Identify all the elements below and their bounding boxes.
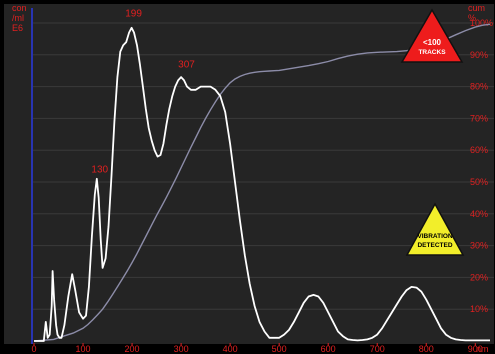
left-unit-line: E6 <box>12 23 23 33</box>
x-tick-label: 200 <box>125 344 140 354</box>
x-tick-label: 0 <box>31 344 36 354</box>
gridlines <box>33 22 494 310</box>
right-axis-ticks: 10% 20% 30% 40% 50% 60% 70% 80% 90% 100% <box>470 18 493 314</box>
x-tick-label: 300 <box>174 344 189 354</box>
x-tick-label: 800 <box>419 344 434 354</box>
warning-line-2: DETECTED <box>417 242 452 249</box>
x-tick-label: 900 <box>468 344 483 354</box>
peak-label: 199 <box>125 9 142 20</box>
left-unit-line: /ml <box>12 13 24 23</box>
peak-labels: 199 307 130 <box>91 9 195 176</box>
size-distribution-line <box>34 26 490 342</box>
warning-line-2: TRACKS <box>418 49 446 56</box>
right-tick-label: 40% <box>470 209 488 219</box>
right-unit-line: % <box>468 13 476 23</box>
peak-label: 307 <box>178 60 195 71</box>
x-axis-ticks: 0 100 200 300 400 500 600 700 800 900 <box>31 343 483 354</box>
right-tick-label: 30% <box>470 241 488 251</box>
right-tick-label: 60% <box>470 145 488 155</box>
warning-line-1: VIBRATION <box>417 233 453 240</box>
x-tick-label: 100 <box>76 344 91 354</box>
right-unit-line: cum <box>468 3 485 13</box>
x-tick-label: 600 <box>321 344 336 354</box>
x-tick-label: 400 <box>223 344 238 354</box>
right-tick-label: 50% <box>470 177 488 187</box>
vibration-warning: VIBRATION DETECTED <box>405 202 465 256</box>
right-tick-label: 10% <box>470 304 488 314</box>
x-axis-unit-label: nm <box>476 344 489 354</box>
warning-triangle-icon <box>400 8 464 63</box>
warning-triangle-icon <box>405 202 465 256</box>
right-tick-label: 20% <box>470 272 488 282</box>
cumulative-percent-line <box>33 23 491 342</box>
low-tracks-warning: <100 TRACKS <box>400 8 464 63</box>
left-unit-line: con <box>12 3 27 13</box>
right-tick-label: 70% <box>470 113 488 123</box>
peak-label: 130 <box>91 164 108 175</box>
warning-line-1: <100 <box>423 38 442 47</box>
x-tick-label: 700 <box>370 344 385 354</box>
right-axis-unit: cum% <box>468 3 485 23</box>
x-tick-label: 500 <box>272 344 287 354</box>
right-tick-label: 100% <box>470 18 493 28</box>
right-tick-label: 90% <box>470 50 488 60</box>
right-tick-label: 80% <box>470 82 488 92</box>
